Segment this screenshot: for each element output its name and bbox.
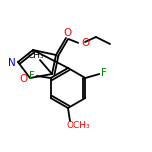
Text: CH₃: CH₃ <box>28 50 44 59</box>
Text: O: O <box>82 38 90 48</box>
Text: F: F <box>29 71 35 81</box>
Text: O: O <box>20 74 28 84</box>
Text: F: F <box>101 68 107 78</box>
Text: OCH₃: OCH₃ <box>66 121 90 131</box>
Text: O: O <box>63 28 71 38</box>
Text: N: N <box>8 58 16 68</box>
